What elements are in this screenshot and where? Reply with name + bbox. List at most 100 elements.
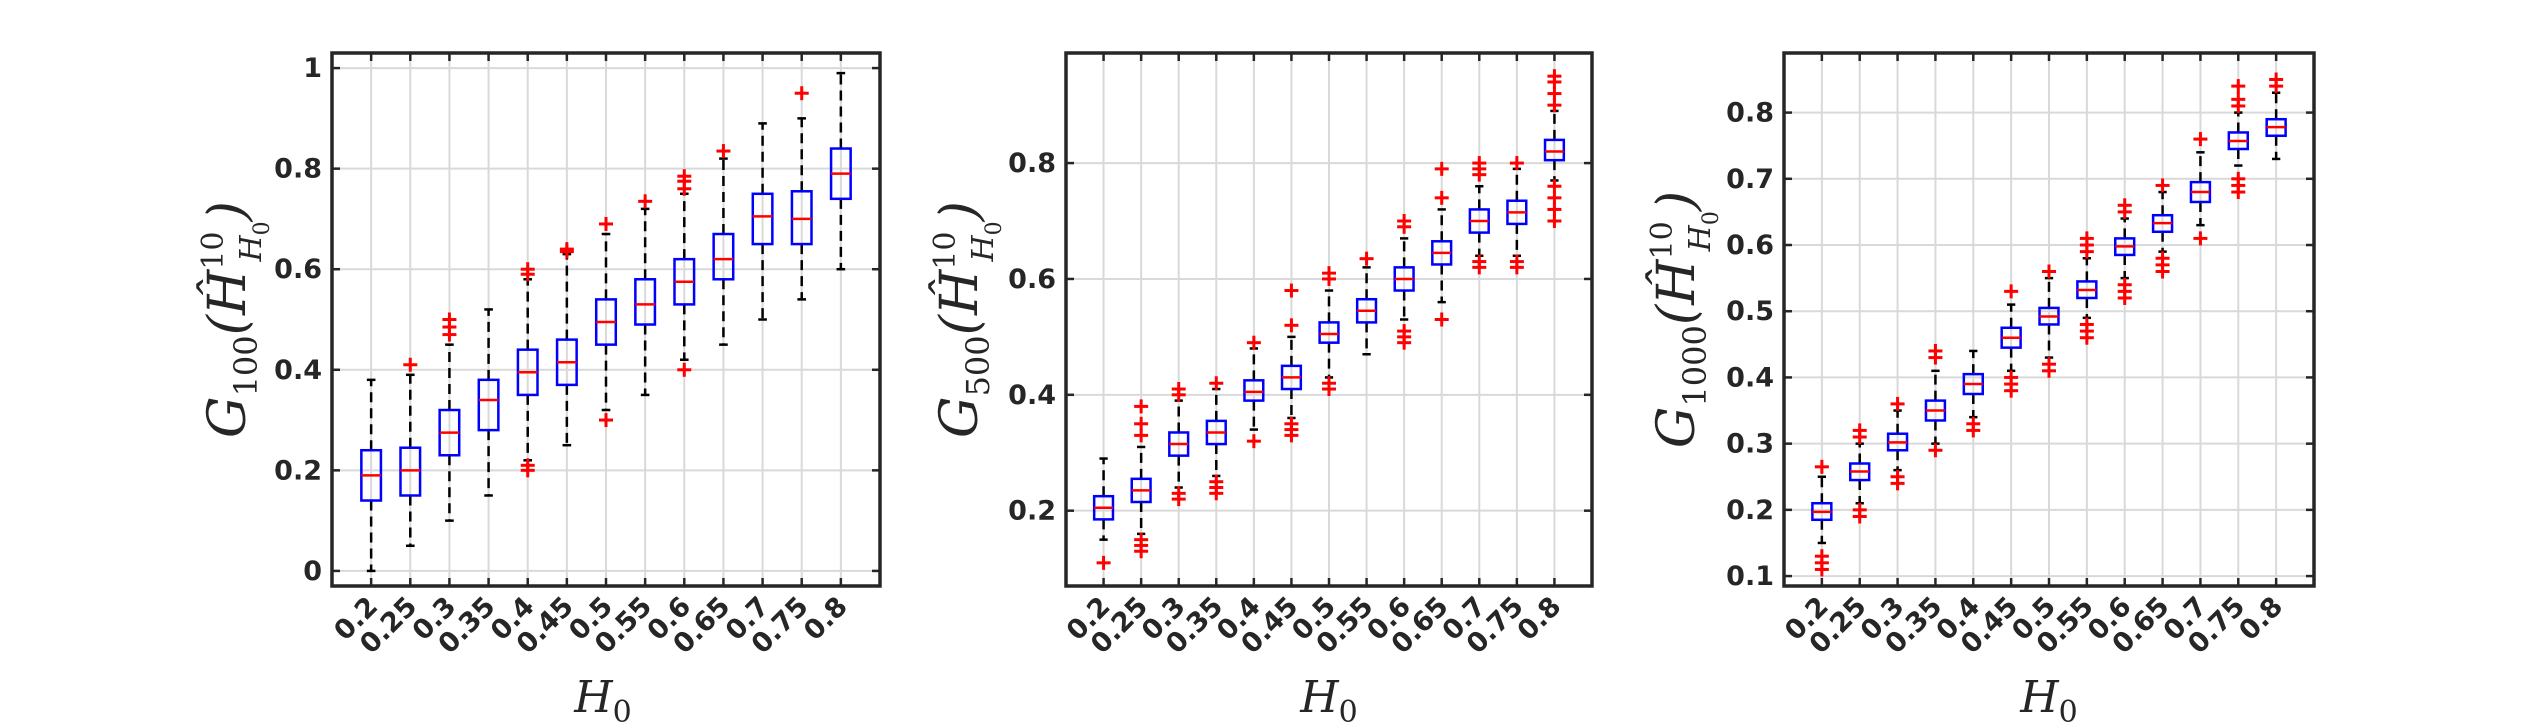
- outlier-2: [2042, 264, 2056, 279]
- outlier-3: [677, 169, 692, 184]
- box-0_35: [1924, 343, 1947, 458]
- x-label-base: H: [573, 672, 614, 722]
- outlier-0: [1246, 434, 1261, 449]
- outlier-0: [794, 86, 809, 101]
- box-0_45: [555, 242, 578, 447]
- y-label-arg-subsub: 0: [250, 221, 275, 235]
- outlier-0: [1096, 555, 1111, 570]
- y-label-arg-subsub: 0: [982, 221, 1007, 235]
- box-0_2: [1811, 459, 1833, 577]
- y-label-arg-subsub: 0: [1699, 211, 1724, 225]
- outlier-3: [2155, 178, 2170, 193]
- outlier-2: [1509, 156, 1524, 171]
- outlier-5: [2079, 231, 2094, 246]
- outlier-2: [2004, 370, 2019, 385]
- box-0_5: [1318, 266, 1340, 397]
- box-0_8: [1543, 69, 1566, 229]
- y-label-paren-close: ): [1647, 191, 1707, 212]
- y-tick-label: 0.6: [1008, 264, 1056, 295]
- box-iqr: [751, 192, 774, 246]
- y-label-sub: 500: [959, 335, 997, 396]
- outlier-3: [1547, 179, 1562, 194]
- box-0_6: [673, 169, 696, 377]
- outlier-1: [1472, 254, 1487, 269]
- y-label-paren-open: (: [930, 313, 990, 335]
- outlier-2: [1928, 343, 1943, 358]
- plot-panel-3: 0.10.20.30.40.50.60.70.80.20.250.30.350.…: [1645, 51, 2316, 722]
- outlier-4: [2117, 198, 2132, 213]
- box-0_8: [829, 71, 852, 271]
- box-0_7: [1468, 156, 1490, 275]
- outlier-5: [1134, 399, 1149, 414]
- x-label-sub: 0: [1339, 695, 1358, 722]
- y-label-arg-sub: H: [1683, 224, 1718, 252]
- box-0_35: [1205, 376, 1227, 501]
- outlier-2: [1890, 396, 1905, 411]
- y-label-base: G: [198, 396, 258, 438]
- outlier-2: [1134, 532, 1149, 547]
- outlier-0: [638, 194, 653, 209]
- x-tick-label: 0.8: [798, 591, 854, 647]
- outlier-1: [520, 458, 535, 473]
- y-axis-label: G100(Ĥ10 H0): [196, 201, 275, 438]
- outlier-2: [2231, 171, 2246, 186]
- y-axis-label: G500(Ĥ10 H0): [928, 201, 1007, 438]
- outlier-3: [1284, 318, 1299, 333]
- y-tick-label: 0.7: [1726, 164, 1774, 195]
- box-iqr: [634, 278, 657, 326]
- box-0_2: [360, 378, 383, 573]
- box-0_75: [2227, 79, 2250, 200]
- y-label-sub: 100: [227, 335, 265, 396]
- box-iqr: [399, 446, 422, 497]
- outlier-3: [1171, 382, 1186, 397]
- outlier-0: [1434, 312, 1449, 327]
- outlier-3: [1322, 266, 1336, 281]
- x-label-base: H: [1299, 672, 1340, 722]
- outlier-1: [2042, 357, 2056, 372]
- outlier-0: [677, 362, 692, 377]
- y-tick-label: 0.8: [1726, 98, 1774, 129]
- box-iqr: [1243, 379, 1265, 402]
- x-label-base: H: [2019, 672, 2060, 722]
- outlier-3: [520, 262, 535, 277]
- y-tick-label: 0.4: [1008, 380, 1056, 411]
- y-tick-label: 0.5: [1726, 296, 1774, 327]
- outlier-4: [1284, 283, 1299, 298]
- outlier-4: [1472, 156, 1487, 171]
- box-iqr: [790, 190, 813, 246]
- box-0_4: [516, 262, 539, 478]
- outlier-3: [1814, 459, 1829, 474]
- box-0_7: [2189, 132, 2212, 246]
- y-tick-label: 0.2: [274, 455, 322, 486]
- y-tick-label: 1: [303, 53, 322, 84]
- box-0_45: [1280, 283, 1303, 443]
- outlier-4: [1397, 214, 1412, 229]
- y-label-paren-close: ): [198, 201, 258, 222]
- box-0_5: [2038, 264, 2060, 378]
- outlier-1: [2193, 132, 2208, 147]
- box-0_55: [2076, 231, 2098, 345]
- outlier-2: [1209, 474, 1224, 489]
- x-tick-label: 0.8: [2233, 591, 2289, 647]
- y-tick-label: 0.8: [1008, 148, 1056, 179]
- box-iqr: [712, 232, 735, 281]
- y-label-arg-sup: 10: [928, 232, 963, 270]
- box-0_75: [1506, 156, 1528, 275]
- y-label-arg: Ĥ: [1645, 258, 1707, 306]
- y-label-paren-open: (: [198, 313, 258, 335]
- outlier-3: [1209, 376, 1224, 391]
- outlier-5: [2231, 79, 2246, 94]
- outlier-0: [716, 144, 731, 159]
- y-tick-label: 0.2: [1008, 496, 1056, 527]
- box-0_7: [751, 122, 774, 321]
- outlier-0: [1359, 251, 1374, 266]
- box-0_75: [790, 86, 813, 301]
- outlier-0: [2193, 231, 2208, 246]
- y-tick-label: 0.2: [1726, 495, 1774, 526]
- box-0_4: [1243, 335, 1265, 449]
- x-axis-label: H0: [1299, 672, 1357, 722]
- y-label-sub: 1000: [1676, 325, 1714, 406]
- y-tick-label: 0.3: [1726, 429, 1774, 460]
- plot-panel-2: 0.20.40.60.80.20.250.30.350.40.450.50.55…: [928, 51, 1594, 722]
